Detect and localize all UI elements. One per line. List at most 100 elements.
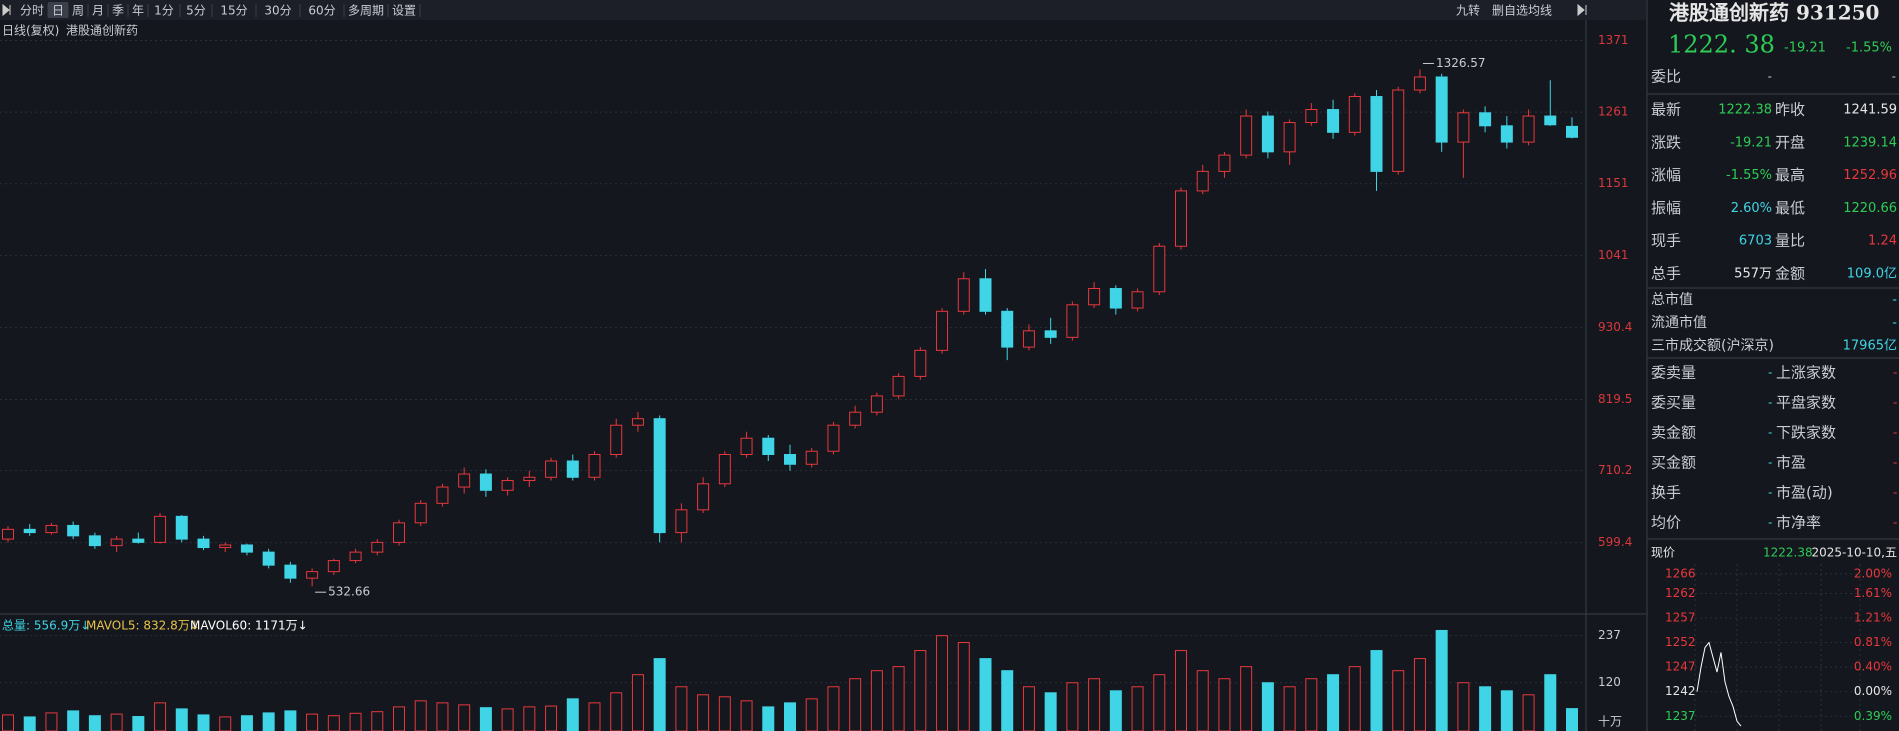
y-tick-label: 819.5 <box>1598 392 1632 406</box>
candle-body <box>1153 245 1166 293</box>
candle-body <box>349 551 362 562</box>
candle-body <box>588 453 601 478</box>
period-tab[interactable]: 设置 <box>392 4 416 18</box>
candle-body <box>1044 330 1057 338</box>
flow-label: 市盈 <box>1776 454 1806 472</box>
flow-value: - <box>1768 396 1772 410</box>
candle-body <box>784 453 796 465</box>
volume-bar <box>110 713 123 731</box>
volume-bar <box>762 706 775 731</box>
period-tab[interactable]: 60分 <box>308 4 335 18</box>
candle-body <box>110 538 123 547</box>
period-tab[interactable]: 多周期 <box>348 4 384 18</box>
volume-bar <box>1066 682 1079 731</box>
candle-body <box>1479 112 1492 127</box>
candle-body <box>1392 89 1405 172</box>
candle-body <box>501 480 514 491</box>
volume-bar <box>349 712 362 731</box>
intraday-header: 现价 <box>1651 546 1675 560</box>
candle-body <box>154 515 167 543</box>
flow-value: - <box>1893 486 1897 500</box>
period-tab[interactable]: 年 <box>132 4 144 18</box>
flow-value: - <box>1768 426 1772 440</box>
volume-bar <box>414 700 427 731</box>
candle-body <box>1131 291 1144 309</box>
volume-bar <box>154 702 167 731</box>
volume-bar <box>740 700 753 731</box>
extreme-label: 532.66 <box>328 585 370 599</box>
pct-label: 0.40% <box>1854 660 1892 674</box>
candle-body <box>1001 310 1014 348</box>
next-icon[interactable] <box>1577 3 1587 17</box>
tool-button[interactable]: 九转 <box>1456 3 1480 18</box>
stat-value: 1222.38 <box>1718 103 1772 118</box>
period-tab[interactable]: 30分 <box>264 4 291 18</box>
candle-body <box>1457 112 1470 143</box>
period-tab[interactable]: 1分 <box>154 4 174 18</box>
tool-button[interactable]: 删自选 <box>1492 4 1528 18</box>
volume-bar <box>1544 674 1557 731</box>
flow-label: 平盘家数 <box>1776 394 1836 412</box>
y-tick-label: 1252 <box>1665 635 1696 649</box>
y-tick-label: 1247 <box>1665 660 1696 674</box>
volume-bar <box>1283 686 1296 731</box>
volume-bar <box>436 702 449 731</box>
candle-body <box>2 528 14 540</box>
volume-bar <box>718 696 731 731</box>
period-tab[interactable]: 月 <box>92 4 104 18</box>
y-tick-label: 1041 <box>1598 248 1629 262</box>
volume-bar <box>327 715 340 731</box>
intraday-header: 1222.38 <box>1763 546 1813 560</box>
stat-value: -1.55% <box>1726 168 1772 183</box>
pct-label: 0.81% <box>1854 635 1892 649</box>
candle-body <box>849 411 862 426</box>
candle-body <box>805 450 818 465</box>
flow-value: - <box>1893 456 1897 470</box>
candle-body <box>892 375 905 397</box>
volume-legend: MAVOL60: 1171万↓ <box>190 619 308 633</box>
volume-bar <box>284 710 297 731</box>
market-label: 总市值 <box>1651 291 1693 308</box>
volume-bar <box>67 710 80 731</box>
candle-body <box>67 524 80 537</box>
period-tab[interactable]: 日 <box>52 4 64 18</box>
period-tab[interactable]: 15分 <box>220 4 247 18</box>
volume-bar <box>1022 686 1035 731</box>
volume-bar <box>653 658 666 731</box>
period-tab[interactable]: 周 <box>72 4 84 18</box>
stat-value: 2.60% <box>1731 201 1772 216</box>
flow-value: - <box>1893 366 1897 380</box>
period-tab[interactable]: 分时 <box>20 4 44 18</box>
y-tick-label: 1257 <box>1665 611 1696 625</box>
period-tab[interactable]: 5分 <box>186 4 206 18</box>
flow-label: 下跌家数 <box>1776 424 1836 442</box>
stat-value: 1241.59 <box>1843 103 1897 118</box>
candle-body <box>1283 122 1296 153</box>
candle-body <box>371 541 384 553</box>
candle-body <box>1066 304 1079 338</box>
volume-bar <box>2 714 14 731</box>
volume-bar <box>675 686 688 731</box>
period-tab[interactable]: 季 <box>112 4 124 18</box>
candle-body <box>458 473 471 488</box>
stat-value: 1239.14 <box>1843 135 1897 150</box>
volume-legend: 总量: 556.9万↓ <box>2 619 90 633</box>
y-tick-label: 1266 <box>1665 566 1696 580</box>
candle-body <box>436 486 449 504</box>
tool-button[interactable]: 均线 <box>1528 4 1552 18</box>
market-label: 三市成交额(沪深京) <box>1651 337 1774 354</box>
intraday-line <box>1696 641 1742 727</box>
candle-body <box>545 460 558 478</box>
y-tick-label: 930.4 <box>1598 320 1632 334</box>
prev-icon[interactable] <box>2 3 11 17</box>
candle-body <box>1175 190 1187 247</box>
volume-bar <box>1153 674 1166 731</box>
candle-body <box>45 524 58 534</box>
volume-bar <box>1175 650 1187 731</box>
candle-body <box>132 538 145 543</box>
volume-bar <box>371 711 384 731</box>
candle-body <box>197 538 210 549</box>
stat-value: 6703 <box>1739 234 1772 249</box>
candle-body <box>175 515 188 540</box>
